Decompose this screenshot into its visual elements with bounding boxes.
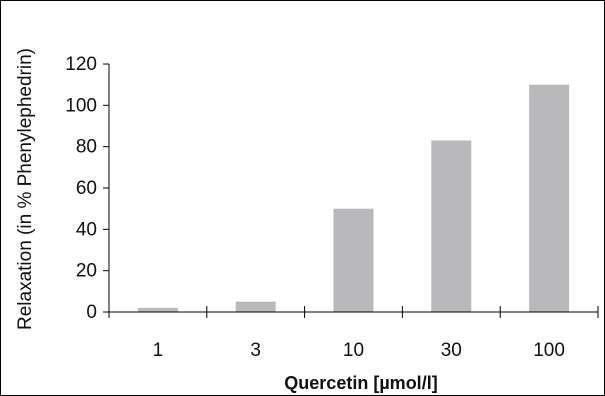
y-tick-label-60: 60 — [76, 178, 97, 199]
bar-3 — [235, 301, 276, 312]
y-tick-label-80: 80 — [76, 137, 97, 158]
bar-100 — [529, 84, 570, 312]
ticks-group: 0 20 40 60 80 100 120 1 3 10 30 100 — [65, 54, 599, 361]
y-tick-label-20: 20 — [76, 261, 97, 282]
x-tick-label-10: 10 — [343, 340, 364, 361]
y-tick-label-100: 100 — [65, 95, 97, 116]
bar-1 — [137, 307, 178, 312]
x-tick-label-1: 1 — [153, 340, 164, 361]
y-tick-label-0: 0 — [86, 302, 97, 323]
bars-group — [137, 84, 570, 312]
x-tick-label-100: 100 — [533, 340, 565, 361]
y-axis-title: Relaxation (in % Phenylephedrin) — [15, 48, 36, 330]
x-tick-label-30: 30 — [441, 340, 462, 361]
y-tick-label-120: 120 — [65, 54, 97, 75]
bar-30 — [431, 140, 472, 312]
x-axis-title: Quercetin [µmol/l] — [284, 373, 437, 393]
x-tick-label-3: 3 — [250, 340, 261, 361]
y-tick-label-40: 40 — [76, 219, 97, 240]
bar-10 — [333, 208, 374, 312]
